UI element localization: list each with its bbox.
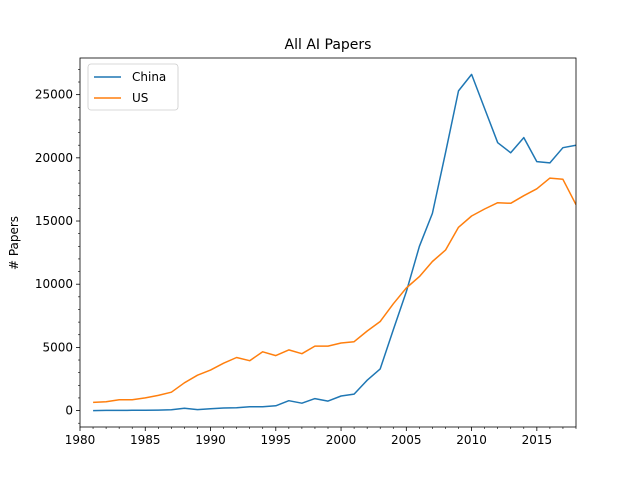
legend-label-china: China [132, 70, 166, 84]
x-tick-label: 1995 [261, 433, 292, 447]
plot-frame [79, 57, 577, 428]
x-tick-label: 1990 [195, 433, 226, 447]
x-tick-label: 2005 [391, 433, 422, 447]
y-tick-label: 10000 [35, 277, 73, 291]
x-tick-label: 1985 [130, 433, 161, 447]
chart-title: All AI Papers [285, 37, 372, 53]
series-line-china [93, 73, 576, 412]
y-tick-label: 15000 [35, 214, 73, 228]
x-tick-label: 2000 [326, 433, 357, 447]
y-axis-label: # Papers [7, 216, 21, 270]
x-tick-label: 2015 [522, 433, 553, 447]
y-tick-label: 0 [65, 404, 73, 418]
x-tick-label: 2010 [456, 433, 487, 447]
x-tick-label: 1980 [65, 433, 96, 447]
y-tick-label: 25000 [35, 88, 73, 102]
series-line-us [93, 177, 576, 404]
y-tick-label: 20000 [35, 151, 73, 165]
y-tick-label: 5000 [42, 340, 73, 354]
legend-label-us: US [132, 91, 148, 105]
